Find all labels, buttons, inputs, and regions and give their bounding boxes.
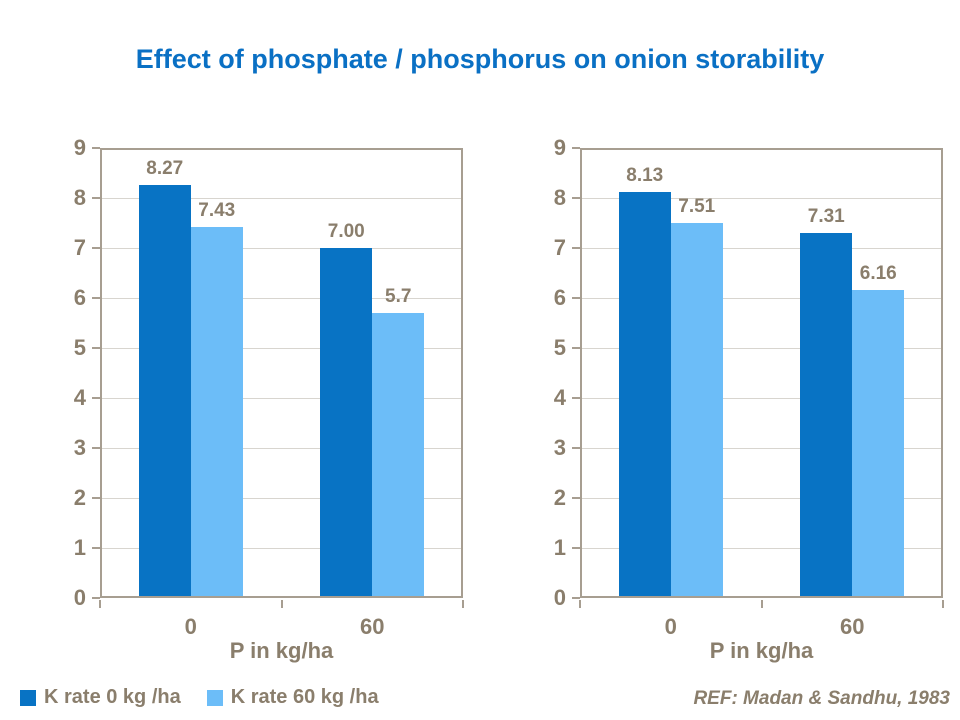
gridline: [100, 247, 463, 249]
gridline: [580, 397, 943, 399]
gridline: [580, 297, 943, 299]
y-axis-tick: [572, 497, 580, 499]
x-axis-title-right: P in kg/ha: [709, 638, 814, 663]
y-axis-tick-label: 9: [553, 135, 566, 160]
x-axis-tick: [579, 600, 581, 608]
gridline: [100, 497, 463, 499]
y-axis-tick-label: 6: [73, 285, 86, 310]
legend-swatch-dark-blue: [20, 689, 36, 706]
legend-swatch-light-blue: [206, 689, 223, 706]
gridline: [100, 197, 463, 199]
bar: [138, 184, 191, 598]
legend-item-k-rate-0: K rate 0 kg /ha: [20, 686, 181, 709]
data-label: 7.51: [678, 195, 716, 217]
bar: [372, 313, 425, 598]
bar: [852, 290, 905, 598]
y-axis-tick-label: 1: [73, 535, 86, 560]
y-axis-tick-label: 8: [553, 185, 566, 210]
page-title: Effect of phosphate / phosphorus on onio…: [135, 44, 825, 74]
gridline: [100, 447, 463, 449]
x-axis-tick: [280, 600, 283, 608]
y-axis-tick: [572, 247, 580, 249]
y-axis-tick-label: 0: [553, 585, 566, 610]
data-label: 8.27: [146, 157, 184, 179]
data-label: 7.31: [807, 205, 845, 227]
y-axis-tick: [92, 297, 100, 299]
y-axis-tick-label: 2: [73, 485, 86, 510]
gridline: [100, 347, 463, 349]
x-axis-title-left: P in kg/ha: [229, 638, 334, 663]
y-axis-tick: [572, 597, 580, 599]
y-axis-tick: [572, 147, 580, 149]
y-axis-tick-label: 0: [73, 585, 86, 610]
bar-chart-right: P in kg/ha 0 1 2 3 4 5 6 7 8 9 8.13 7.51 0 7.31 6.16 60: [538, 135, 948, 685]
y-axis-tick: [572, 197, 580, 199]
bar: [190, 226, 243, 598]
x-axis-tick-label: 0: [184, 614, 197, 639]
y-axis-tick: [92, 447, 100, 449]
gridline: [100, 547, 463, 549]
x-axis-tick: [462, 600, 464, 608]
y-axis-tick-label: 4: [73, 385, 86, 410]
legend-item-k-rate-60: K rate 60 kg /ha: [206, 686, 379, 709]
x-axis-tick: [942, 600, 944, 608]
y-axis-tick-label: 3: [553, 435, 566, 460]
y-axis-tick-label: 2: [553, 485, 566, 510]
gridline: [100, 397, 463, 399]
y-axis-tick: [572, 447, 580, 449]
gridline: [580, 547, 943, 549]
gridline: [580, 247, 943, 249]
y-axis-tick: [92, 347, 100, 349]
y-axis-tick: [92, 147, 100, 149]
data-label: 5.7: [385, 286, 412, 307]
y-axis-tick-label: 7: [73, 235, 86, 260]
y-axis-tick: [92, 497, 100, 499]
bar: [320, 248, 373, 598]
x-axis-tick: [99, 600, 101, 608]
data-label: 8.13: [626, 164, 664, 186]
data-label: 7.43: [198, 199, 236, 221]
chart-legend: K rate 0 kg /ha K rate 60 kg /ha: [20, 686, 379, 709]
y-axis-tick: [92, 597, 100, 599]
bar: [618, 191, 671, 598]
gridline: [580, 347, 943, 349]
y-axis-tick-label: 9: [73, 135, 86, 160]
y-axis-tick: [572, 297, 580, 299]
y-axis-tick-label: 6: [553, 285, 566, 310]
gridline: [100, 297, 463, 299]
legend-label-k-rate-60: K rate 60 kg /ha: [230, 686, 379, 708]
y-axis-tick: [92, 397, 100, 399]
data-label: 6.16: [859, 263, 897, 284]
x-axis-tick-label: 60: [840, 614, 865, 639]
y-axis-tick-label: 5: [553, 335, 566, 360]
gridline: [580, 447, 943, 449]
y-axis-tick: [572, 397, 580, 399]
y-axis-tick-label: 3: [73, 435, 86, 460]
legend-label-k-rate-0: K rate 0 kg /ha: [44, 686, 181, 708]
y-axis-tick: [92, 197, 100, 199]
y-axis-tick-label: 5: [73, 335, 86, 360]
x-axis-tick: [760, 600, 763, 608]
y-axis-tick: [572, 347, 580, 349]
bar: [670, 222, 723, 598]
y-axis-tick: [92, 247, 100, 249]
bar-chart-left: P in kg/ha 0 1 2 3 4 5 6 7 8 9 8.27 7.43 0 7.00 5.7 60: [58, 135, 468, 685]
x-axis-tick-label: 60: [360, 614, 385, 639]
y-axis-tick-label: 8: [73, 185, 86, 210]
bar: [800, 232, 853, 598]
y-axis-tick-label: 4: [553, 385, 566, 410]
gridline: [580, 197, 943, 199]
y-axis-tick: [92, 547, 100, 549]
y-axis-tick: [572, 547, 580, 549]
gridline: [580, 497, 943, 499]
data-label: 7.00: [327, 221, 365, 242]
reference-note: REF: Madan & Sandhu, 1983: [693, 688, 950, 709]
y-axis-tick-label: 7: [553, 235, 566, 260]
x-axis-tick-label: 0: [664, 614, 677, 639]
y-axis-tick-label: 1: [553, 535, 566, 560]
